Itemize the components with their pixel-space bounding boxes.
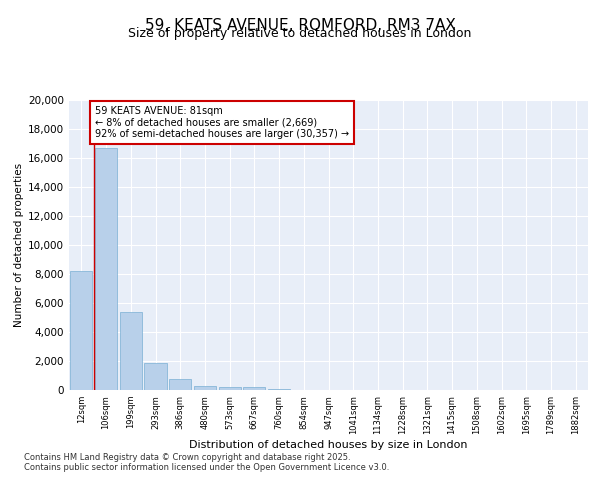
Bar	[218, 386, 241, 390]
Text: Size of property relative to detached houses in London: Size of property relative to detached ho…	[128, 28, 472, 40]
Bar	[268, 388, 290, 390]
Text: 59, KEATS AVENUE, ROMFORD, RM3 7AX: 59, KEATS AVENUE, ROMFORD, RM3 7AX	[145, 18, 455, 32]
Bar	[95, 148, 117, 390]
Text: 59 KEATS AVENUE: 81sqm
← 8% of detached houses are smaller (2,669)
92% of semi-d: 59 KEATS AVENUE: 81sqm ← 8% of detached …	[95, 106, 349, 139]
Y-axis label: Number of detached properties: Number of detached properties	[14, 163, 24, 327]
Text: Contains public sector information licensed under the Open Government Licence v3: Contains public sector information licen…	[24, 464, 389, 472]
Bar	[70, 271, 92, 390]
Bar	[119, 312, 142, 390]
Bar	[243, 388, 265, 390]
Bar	[145, 363, 167, 390]
Bar	[169, 379, 191, 390]
Text: Contains HM Land Registry data © Crown copyright and database right 2025.: Contains HM Land Registry data © Crown c…	[24, 454, 350, 462]
X-axis label: Distribution of detached houses by size in London: Distribution of detached houses by size …	[189, 440, 468, 450]
Bar	[194, 386, 216, 390]
